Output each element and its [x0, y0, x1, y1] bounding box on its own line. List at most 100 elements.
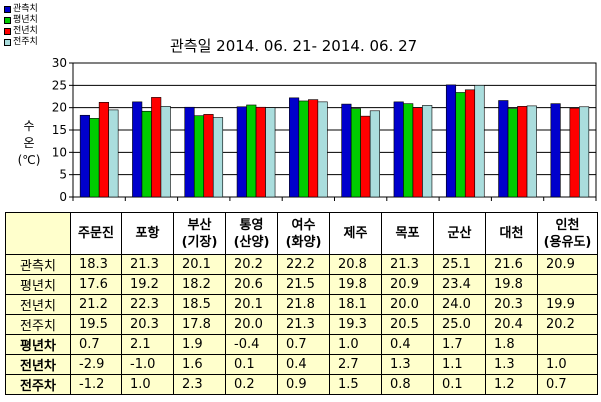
bar [517, 106, 528, 198]
column-header-line: 군산 [447, 226, 472, 241]
bar [550, 103, 561, 198]
bar [289, 97, 300, 198]
table-row-label: 평년차 [5, 334, 71, 355]
table-cell: 20.2 [225, 254, 278, 275]
table-cell: 19.5 [70, 314, 122, 335]
table-cell: 20.2 [537, 314, 598, 335]
bar-chart: 30 25 20 15 10 5 0 [52, 56, 597, 204]
table-row-label: 전년치 [5, 294, 71, 315]
bar [193, 115, 205, 198]
table-column-header: 주문진 [70, 212, 122, 255]
table-cell: 0.9 [277, 374, 330, 395]
table-cell: 19.3 [329, 314, 382, 335]
bar [360, 115, 371, 198]
bar [464, 89, 476, 198]
table-row: 전년치 21.2 22.3 18.5 20.1 21.8 18.1 20.0 24.0 20.3 1… [5, 294, 598, 315]
table-cell: 20.8 [329, 254, 382, 275]
table-cell: 0.7 [277, 334, 330, 355]
table-cell: 18.5 [173, 294, 226, 315]
table-row: 평년차 0.7 2.1 1.9 -0.4 0.7 1.0 0.4 1.7 1.8 [5, 334, 598, 355]
bar [236, 106, 247, 198]
table-cell: 20.3 [121, 314, 174, 335]
table-cell: 18.1 [329, 294, 382, 315]
bar [298, 100, 309, 198]
table-cell: 21.8 [277, 294, 330, 315]
table-cell: 20.9 [381, 274, 434, 295]
bar [132, 101, 143, 198]
y-tick-label: 0 [59, 190, 67, 204]
column-header-line: 대천 [499, 226, 524, 241]
table-cell: 25.0 [433, 314, 486, 335]
table-cell: 19.8 [329, 274, 382, 295]
table-cell: 1.0 [329, 334, 382, 355]
table-cell [537, 274, 598, 295]
table-column-header: 인천 (용유도) [537, 212, 598, 255]
bar [507, 108, 518, 198]
bar [498, 100, 509, 198]
table-cell: 20.9 [537, 254, 598, 275]
bar [341, 103, 352, 198]
table-cell: 17.8 [173, 314, 226, 335]
table-column-header: 부산 (기장) [173, 212, 226, 255]
table-row-label: 전년차 [5, 354, 71, 375]
y-tick-label: 20 [52, 101, 67, 115]
table-cell: 2.7 [329, 354, 382, 375]
bar [474, 85, 485, 198]
y-tick-label: 15 [52, 123, 67, 137]
bar [160, 106, 171, 198]
table-cell: 20.5 [381, 314, 434, 335]
table-cell: 1.6 [173, 354, 226, 375]
bar [412, 107, 423, 198]
table-cell: 1.5 [329, 374, 382, 395]
column-header-line: 인천 [555, 217, 580, 233]
column-header-line: 제주 [343, 226, 368, 241]
table-cell: 2.1 [121, 334, 174, 355]
table-column-header: 포항 [121, 212, 174, 255]
table-cell: 23.4 [433, 274, 486, 295]
column-header-line: 포항 [135, 226, 160, 241]
y-tick-label: 30 [52, 56, 67, 70]
table-cell: 1.0 [121, 374, 174, 395]
bar [369, 110, 380, 198]
table-cell: 21.3 [277, 314, 330, 335]
table-row: 전년차 -2.9 -1.0 1.6 0.1 0.4 2.7 1.3 1.1 1.3 1.0 [5, 354, 598, 375]
table-cell: 20.6 [225, 274, 278, 295]
table-cell: 20.1 [225, 294, 278, 315]
legend-label: 전주치 [13, 37, 38, 47]
column-header-line: 목포 [395, 226, 420, 241]
column-header-line: 부산 [187, 217, 212, 233]
y-axis-label-line: (℃) [17, 153, 41, 167]
y-axis-label-line: 수 [23, 119, 35, 133]
bar [455, 92, 466, 198]
table-cell: 22.2 [277, 254, 330, 275]
table-corner-cell [5, 212, 71, 255]
bar [422, 105, 433, 198]
table-cell: 1.3 [381, 354, 434, 375]
y-axis-label: 수 온 (℃) [16, 118, 42, 169]
table-cell: -1.2 [70, 374, 122, 395]
table-cell: 1.3 [485, 354, 538, 375]
bar [445, 84, 457, 198]
table-row-label: 전주치 [5, 314, 71, 335]
bar [184, 106, 195, 198]
table-cell: 21.2 [70, 294, 122, 315]
table-row: 관측치 18.3 21.3 20.1 20.2 22.2 20.8 21.3 25.1 21.6 2… [5, 254, 598, 275]
legend-label: 관측치 [13, 4, 38, 14]
table-cell: 0.1 [433, 374, 486, 395]
column-header-line: (산양) [233, 234, 270, 250]
table-cell: 1.0 [537, 354, 598, 375]
y-axis-label-line: 온 [23, 136, 35, 150]
y-tick-label: 5 [59, 168, 67, 182]
table-cell: 0.4 [381, 334, 434, 355]
bar [89, 118, 100, 198]
bar [569, 107, 580, 198]
bar [317, 101, 328, 198]
bar [350, 108, 361, 198]
table-cell: 1.9 [173, 334, 226, 355]
table-cell: 2.3 [173, 374, 226, 395]
legend-item: 전주치 [4, 37, 38, 48]
table-cell: 18.2 [173, 274, 226, 295]
table-cell: 22.3 [121, 294, 174, 315]
bar [265, 107, 276, 198]
legend-label: 평년치 [13, 15, 38, 25]
